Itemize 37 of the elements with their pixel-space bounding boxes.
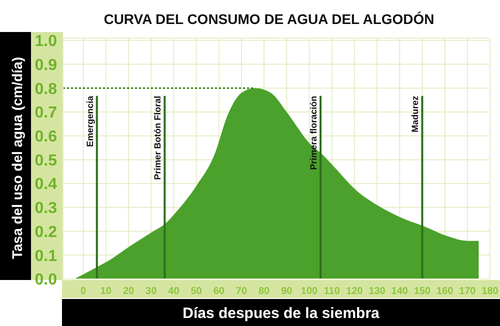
y-tick-label: 0.3	[34, 200, 58, 218]
x-tick-label: 20	[122, 286, 135, 298]
y-tick-label: 0.1	[34, 248, 58, 265]
x-tick-label: 50	[190, 286, 202, 298]
x-tick-label: 160	[436, 286, 454, 298]
ref-line-label: Madurez	[410, 95, 420, 132]
y-tick-label: 0.0	[34, 272, 58, 289]
x-tick-label: 130	[368, 286, 386, 298]
x-tick-label: 0	[80, 286, 87, 298]
ref-line-label: Emergencia	[84, 94, 95, 147]
y-tick-label: 0.9	[34, 56, 58, 74]
x-tick-label: 120	[346, 286, 364, 298]
chart-title: CURVA DEL CONSUMO DE AGUA DEL ALGODÓN	[104, 11, 434, 27]
y-axis-title: Tasa del uso del agua (cm/día)	[9, 56, 25, 260]
x-tick-label: 10	[100, 286, 112, 298]
y-tick-label: 1.0	[34, 33, 58, 50]
x-tick-label: 30	[146, 286, 158, 298]
ref-line-label: Primer Botón Floral	[152, 96, 163, 180]
y-tick-label: 0.4	[34, 176, 58, 194]
x-axis-title: Días despues de la siembra	[182, 305, 380, 322]
ref-line-label: Primera floración	[308, 96, 319, 170]
x-tick-label: 140	[391, 286, 408, 298]
x-tick-label: 180	[482, 286, 499, 298]
x-tick-label: 170	[459, 286, 476, 298]
x-tick-label: 150	[414, 286, 431, 298]
y-tick-label: 0.8	[34, 80, 58, 98]
y-tick-label: 0.6	[34, 128, 58, 146]
x-tick-label: 40	[168, 286, 180, 298]
y-tick-label: 0.7	[34, 104, 58, 122]
x-tick-label: 70	[236, 286, 248, 298]
x-tick-label: 80	[258, 286, 270, 298]
x-tick-label: 90	[281, 286, 293, 298]
x-tick-label: 60	[213, 286, 225, 298]
y-tick-label: 0.2	[34, 224, 58, 241]
y-tick-label: 0.5	[34, 152, 58, 170]
x-tick-label: 110	[324, 286, 340, 298]
x-tick-label: 100	[300, 286, 318, 298]
